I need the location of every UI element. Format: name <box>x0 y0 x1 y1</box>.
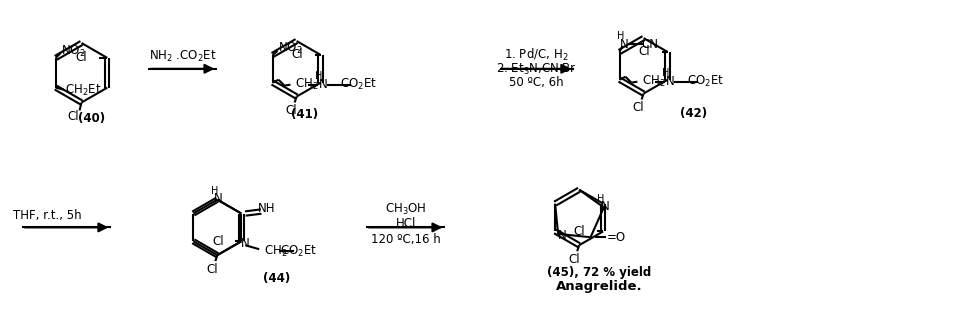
Text: H: H <box>663 68 670 78</box>
Text: (44): (44) <box>263 272 291 286</box>
Text: 1. Pd/C, H$_2$: 1. Pd/C, H$_2$ <box>505 47 569 63</box>
Text: Cl: Cl <box>574 225 586 238</box>
Text: (40): (40) <box>78 112 105 125</box>
Text: CO$_2$Et: CO$_2$Et <box>340 77 377 92</box>
Text: 120 ºC,16 h: 120 ºC,16 h <box>371 233 440 246</box>
Text: CH$_2$: CH$_2$ <box>296 77 319 92</box>
Text: (42): (42) <box>680 107 707 120</box>
Text: NO$_2$: NO$_2$ <box>62 43 86 58</box>
Text: CO$_2$Et: CO$_2$Et <box>688 74 724 89</box>
Text: Cl: Cl <box>638 45 650 58</box>
Text: THF, r.t., 5h: THF, r.t., 5h <box>13 209 82 222</box>
Text: (45), 72 % yield: (45), 72 % yield <box>547 265 651 278</box>
Text: NH: NH <box>257 202 274 215</box>
Text: H: H <box>211 186 218 196</box>
Text: =O: =O <box>607 231 626 244</box>
Text: CH$_3$OH: CH$_3$OH <box>385 202 427 217</box>
Text: NO$_2$: NO$_2$ <box>278 41 302 56</box>
Text: Cl: Cl <box>286 104 298 117</box>
Text: Cl: Cl <box>633 101 644 114</box>
Text: Cl: Cl <box>67 110 79 123</box>
Text: HCl: HCl <box>396 217 416 230</box>
Text: CH$_2$: CH$_2$ <box>264 244 288 259</box>
Text: H: H <box>597 194 605 204</box>
Text: CN: CN <box>641 38 659 50</box>
Text: 2. Et$_3$N,CN Br: 2. Et$_3$N,CN Br <box>496 62 577 77</box>
Text: Cl: Cl <box>76 51 88 64</box>
Text: Cl: Cl <box>291 48 302 62</box>
Text: 50 ºC, 6h: 50 ºC, 6h <box>509 76 563 89</box>
Text: N: N <box>620 38 629 50</box>
Text: (41): (41) <box>291 108 318 121</box>
Text: CH$_2$: CH$_2$ <box>642 74 666 89</box>
Text: CO$_2$Et: CO$_2$Et <box>280 244 318 259</box>
Text: Cl: Cl <box>206 263 219 276</box>
Text: N: N <box>214 192 222 205</box>
Text: Cl: Cl <box>568 253 580 266</box>
Text: N: N <box>665 75 674 88</box>
Text: NH$_2$ .CO$_2$Et: NH$_2$ .CO$_2$Et <box>149 49 217 64</box>
Text: Cl: Cl <box>212 235 223 248</box>
Text: Anagrelide.: Anagrelide. <box>556 280 642 293</box>
Text: H: H <box>617 31 624 41</box>
Text: N: N <box>601 200 610 213</box>
Text: N: N <box>319 78 327 91</box>
Text: H: H <box>316 71 323 81</box>
Text: N: N <box>558 229 566 242</box>
Text: N: N <box>241 237 249 250</box>
Text: CH$_2$Et: CH$_2$Et <box>65 83 102 98</box>
